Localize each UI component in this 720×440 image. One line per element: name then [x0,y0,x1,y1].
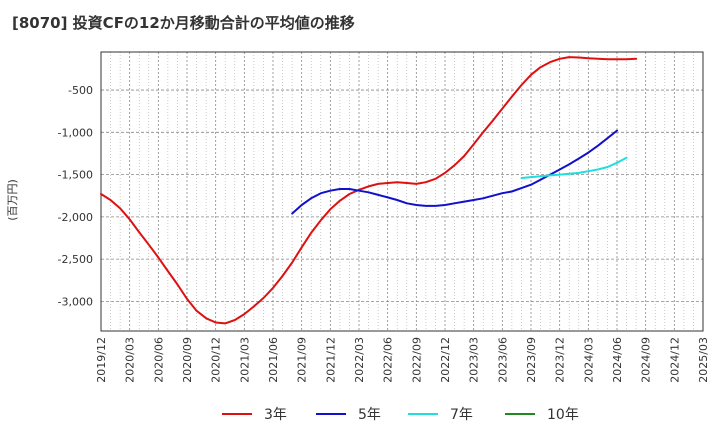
grid [100,52,704,331]
x-tick-label: 2022/06 [382,337,395,383]
x-tick-label: 2023/12 [554,337,567,383]
y-axis-label: (百万円) [6,179,19,221]
series-line-2 [520,156,628,179]
legend-label: 5年 [358,407,381,423]
legend-label: 10年 [547,407,579,423]
chart-title: [8070] 投資CFの12か月移動合計の平均値の推移 [12,14,355,32]
x-tick-label: 2024/09 [640,337,653,383]
series-line-1 [291,129,618,215]
axes [100,51,704,332]
x-tick-label: 2020/12 [210,337,223,383]
y-tick-labels: -500 -1,000 -1,500 -2,000 -2,500 -3,000 [58,84,93,308]
series-lines [100,56,638,325]
x-tick-label: 2022/03 [353,337,366,383]
y-tick-label: -2,500 [58,253,93,266]
y-tick-label: -3,000 [58,295,93,308]
x-tick-label: 2023/06 [496,337,509,383]
y-tick-label: -1,500 [58,169,93,182]
x-tick-label: 2021/06 [267,337,280,383]
x-tick-label: 2021/12 [324,337,337,383]
x-tick-label: 2023/03 [468,337,481,383]
x-tick-label: 2020/06 [152,337,165,383]
x-tick-label: 2025/03 [697,337,710,383]
legend-label: 3年 [264,407,287,423]
plot-frame [100,51,704,332]
x-tick-label: 2024/06 [611,337,624,383]
x-tick-label: 2022/09 [410,337,423,383]
x-tick-label: 2022/12 [439,337,452,383]
legend-label: 7年 [450,407,473,423]
x-tick-label: 2020/03 [124,337,137,383]
x-tick-labels: 2019/12 2020/03 2020/06 2020/09 2020/12 2021/… [95,337,710,383]
y-tick-label: -1,000 [58,126,93,139]
x-tick-label: 2024/12 [668,337,681,383]
x-tick-label: 2019/12 [95,337,108,383]
legend: 3年 5年 7年 10年 [222,407,579,423]
y-tick-label: -2,000 [58,211,93,224]
x-tick-label: 2023/09 [525,337,538,383]
y-tick-label: -500 [68,84,93,97]
x-tick-label: 2021/03 [238,337,251,383]
series-line-0 [100,56,638,325]
x-tick-label: 2024/03 [582,337,595,383]
x-tick-label: 2021/09 [296,337,309,383]
x-tick-label: 2020/09 [181,337,194,383]
